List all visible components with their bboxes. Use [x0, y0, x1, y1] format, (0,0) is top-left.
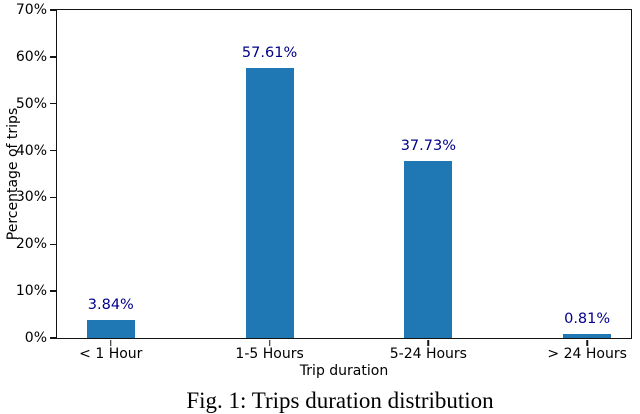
y-tick-label: 0%	[24, 330, 47, 346]
x-tick-label: < 1 Hour	[79, 346, 143, 362]
y-tick-label: 30%	[15, 189, 47, 206]
x-tick-mark	[268, 339, 271, 346]
bar-4	[563, 334, 612, 338]
y-tick-mark	[49, 102, 56, 105]
y-tick-mark	[49, 243, 56, 246]
y-tick-mark	[49, 56, 56, 58]
bar-value-label: 57.61%	[241, 45, 298, 62]
y-tick-mark	[49, 337, 56, 339]
y-tick-mark	[49, 290, 56, 292]
y-tick-label: 60%	[15, 48, 47, 65]
y-tick-mark	[49, 196, 56, 199]
x-tick-label: 5-24 Hours	[389, 346, 467, 362]
bar-3	[404, 161, 453, 338]
y-tick-label: 50%	[15, 95, 47, 112]
x-axis-label: Trip duration	[299, 363, 389, 379]
y-axis-label-text: Percentage of trips	[5, 107, 21, 241]
y-tick-label: 10%	[15, 283, 47, 300]
y-tick-mark	[49, 9, 56, 11]
x-tick-label: > 24 Hours	[547, 346, 627, 362]
bar-1	[86, 320, 135, 338]
bar-value-label: 0.81%	[564, 311, 611, 328]
y-tick-label: 20%	[15, 236, 47, 253]
plot-area: Trip duration 0% 10% 20% 30% 40% 50% 60% 70% 3.8…	[16, 2, 632, 379]
y-tick-mark	[49, 149, 56, 152]
x-tick-mark	[586, 339, 588, 346]
x-tick-mark	[110, 339, 112, 346]
y-tick-label: 70%	[15, 2, 47, 18]
figure-caption: Fig. 1: Trips duration distribution	[186, 388, 494, 413]
bar-2	[245, 68, 294, 338]
y-tick-label: 40%	[15, 142, 47, 159]
x-tick-label: 1-5 Hours	[235, 346, 304, 362]
bar-value-label: 37.73%	[400, 138, 457, 155]
x-tick-mark	[427, 339, 430, 346]
bar-value-label: 3.84%	[87, 297, 134, 314]
